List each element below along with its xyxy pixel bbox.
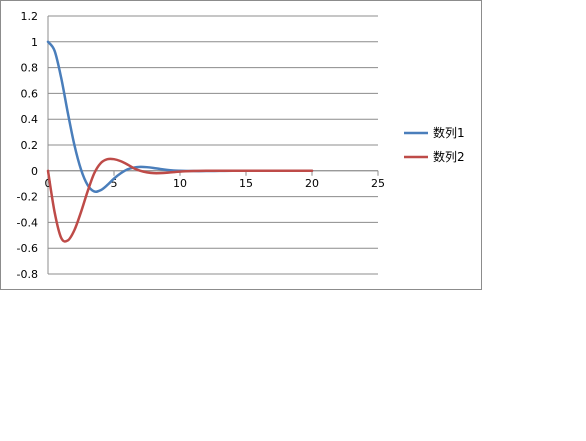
y-tick-label: 0.4	[21, 113, 39, 126]
x-tick-label: 15	[239, 177, 253, 190]
x-tick-label: 5	[111, 177, 118, 190]
legend-label-1: 数列1	[433, 125, 465, 140]
x-tick-label: 10	[173, 177, 187, 190]
x-tick-label: 25	[371, 177, 385, 190]
gridlines	[47, 15, 378, 275]
y-tick-label: 0.2	[21, 139, 39, 152]
x-axis: 0 5 10 15 20 25	[45, 170, 385, 190]
y-tick-label: -0.8	[17, 268, 38, 281]
y-tick-label: 0.6	[21, 87, 39, 100]
y-tick-label: -0.2	[17, 191, 38, 204]
y-tick-label: -0.6	[17, 242, 38, 255]
y-tick-label: 0.8	[21, 62, 39, 75]
legend-label-2: 数列2	[433, 149, 465, 164]
legend: 数列1 数列2	[404, 125, 465, 164]
y-tick-label: 1.2	[21, 10, 39, 23]
x-tick-label: 20	[305, 177, 319, 190]
y-tick-label: 0	[31, 165, 38, 178]
series-line-2	[46, 157, 314, 243]
x-tick-label: 0	[45, 177, 52, 190]
y-tick-label: 1	[31, 36, 38, 49]
series-line-1	[46, 40, 314, 193]
y-axis-tick-labels: 1.2 1 0.8 0.6 0.4 0.2 0 -0.2 -0.4 -0.6 -0.8	[17, 10, 38, 281]
y-tick-label: -0.4	[17, 216, 38, 229]
series-lines	[46, 40, 314, 243]
